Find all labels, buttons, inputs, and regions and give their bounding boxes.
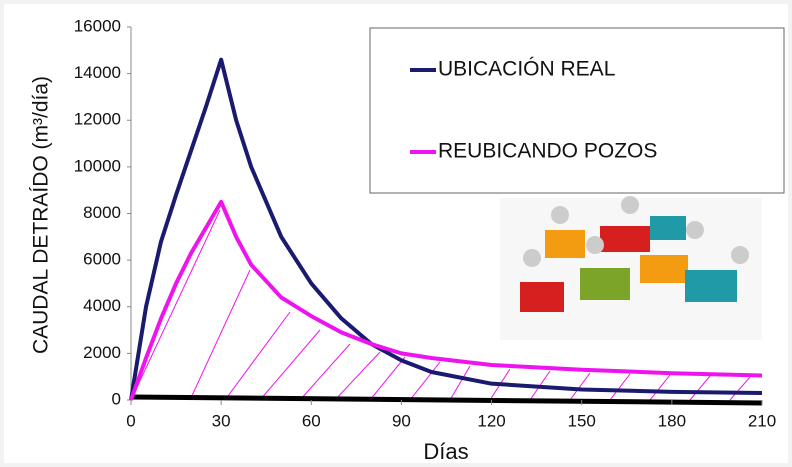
series-line: [129, 199, 763, 401]
legend-label: UBICACIÓN REAL: [438, 58, 615, 81]
x-tick-label: 150: [568, 411, 596, 430]
y-tick-label: 2000: [83, 343, 121, 362]
y-tick-label: 8000: [83, 203, 121, 222]
x-tick-label: 210: [748, 411, 776, 430]
y-tick-label: 0: [112, 389, 121, 408]
legend-label: REUBICANDO POZOS: [438, 140, 657, 163]
x-tick-label: 30: [212, 411, 231, 430]
y-tick-label: 10000: [74, 156, 121, 175]
x-tick-label: 60: [302, 411, 321, 430]
y-axis-label: CAUDAL DETRAÍDO (m³/día): [30, 76, 53, 354]
x-tick-label: 0: [126, 411, 135, 430]
x-axis: [130, 394, 763, 406]
x-tick-label: 180: [658, 411, 686, 430]
y-tick-label: 14000: [74, 63, 121, 82]
y-tick-label: 4000: [83, 296, 121, 315]
x-axis-label: Días: [423, 439, 468, 464]
y-tick-label: 12000: [74, 110, 121, 129]
y-tick-label: 6000: [83, 250, 121, 269]
legend-box: [369, 27, 785, 194]
x-tick-label: 120: [477, 411, 505, 430]
series-line: [129, 57, 763, 401]
x-tick-label: 90: [392, 411, 411, 430]
y-tick-label: 16000: [74, 16, 121, 35]
illustration: [500, 196, 762, 340]
